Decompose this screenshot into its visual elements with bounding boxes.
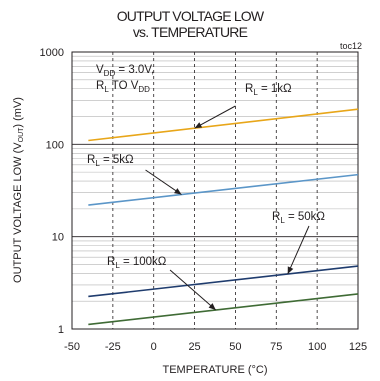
- figure-tag: toc12: [339, 41, 362, 51]
- x-axis-label: TEMPERATURE (°C): [162, 364, 267, 376]
- series-line-1kohm: [88, 108, 359, 142]
- y-tick-label: 1: [58, 324, 64, 336]
- series-line-100kohm: [88, 293, 359, 326]
- y-tick-label: 100: [46, 139, 64, 151]
- y-tick-label: 1000: [40, 47, 64, 59]
- series-label-5k: RL = 5kΩ: [87, 154, 134, 168]
- arrow-head: [208, 303, 216, 311]
- series-lines: [88, 108, 359, 326]
- arrow-line: [169, 269, 217, 311]
- annotation-arrows: [145, 105, 310, 311]
- arrow-line: [194, 105, 236, 129]
- arrow-head: [287, 266, 294, 275]
- series-line-5kohm: [88, 173, 359, 206]
- x-tick-label: 75: [270, 341, 282, 353]
- grid-lines: [72, 52, 358, 329]
- x-tick-label: 100: [308, 341, 326, 353]
- arrow-head: [174, 188, 182, 195]
- arrow-line: [145, 169, 182, 195]
- series-label-50k: RL = 50kΩ: [272, 211, 325, 225]
- x-tick-label: 0: [151, 341, 157, 353]
- y-axis-label: OUTPUT VOLTAGE LOW (VOUT) (mV): [12, 97, 25, 283]
- arrow-line: [287, 225, 310, 275]
- x-tick-labels: -50 -25 0 25 50 75 100 125: [64, 341, 367, 353]
- series-label-1k: RL = 1kΩ: [245, 83, 292, 97]
- condition-line-2: RL TO VDD: [96, 80, 150, 94]
- series-line-50kohm: [88, 265, 359, 298]
- chart-title-line2: vs. TEMPERATURE: [132, 24, 248, 40]
- y-tick-labels: 1 10 100 1000: [40, 47, 64, 336]
- series-label-100k: RL = 100kΩ: [107, 256, 167, 270]
- x-tick-label: 50: [229, 341, 241, 353]
- arrow-head: [194, 122, 203, 129]
- x-tick-label: -25: [105, 341, 121, 353]
- condition-line-1: VDD = 3.0V,: [96, 64, 154, 78]
- x-tick-label: 125: [349, 341, 367, 353]
- plot-frame: [71, 51, 359, 330]
- y-tick-label: 10: [52, 232, 64, 244]
- x-tick-label: -50: [64, 341, 80, 353]
- x-tick-label: 25: [188, 341, 200, 353]
- chart-title-line1: OUTPUT VOLTAGE LOW: [116, 8, 264, 24]
